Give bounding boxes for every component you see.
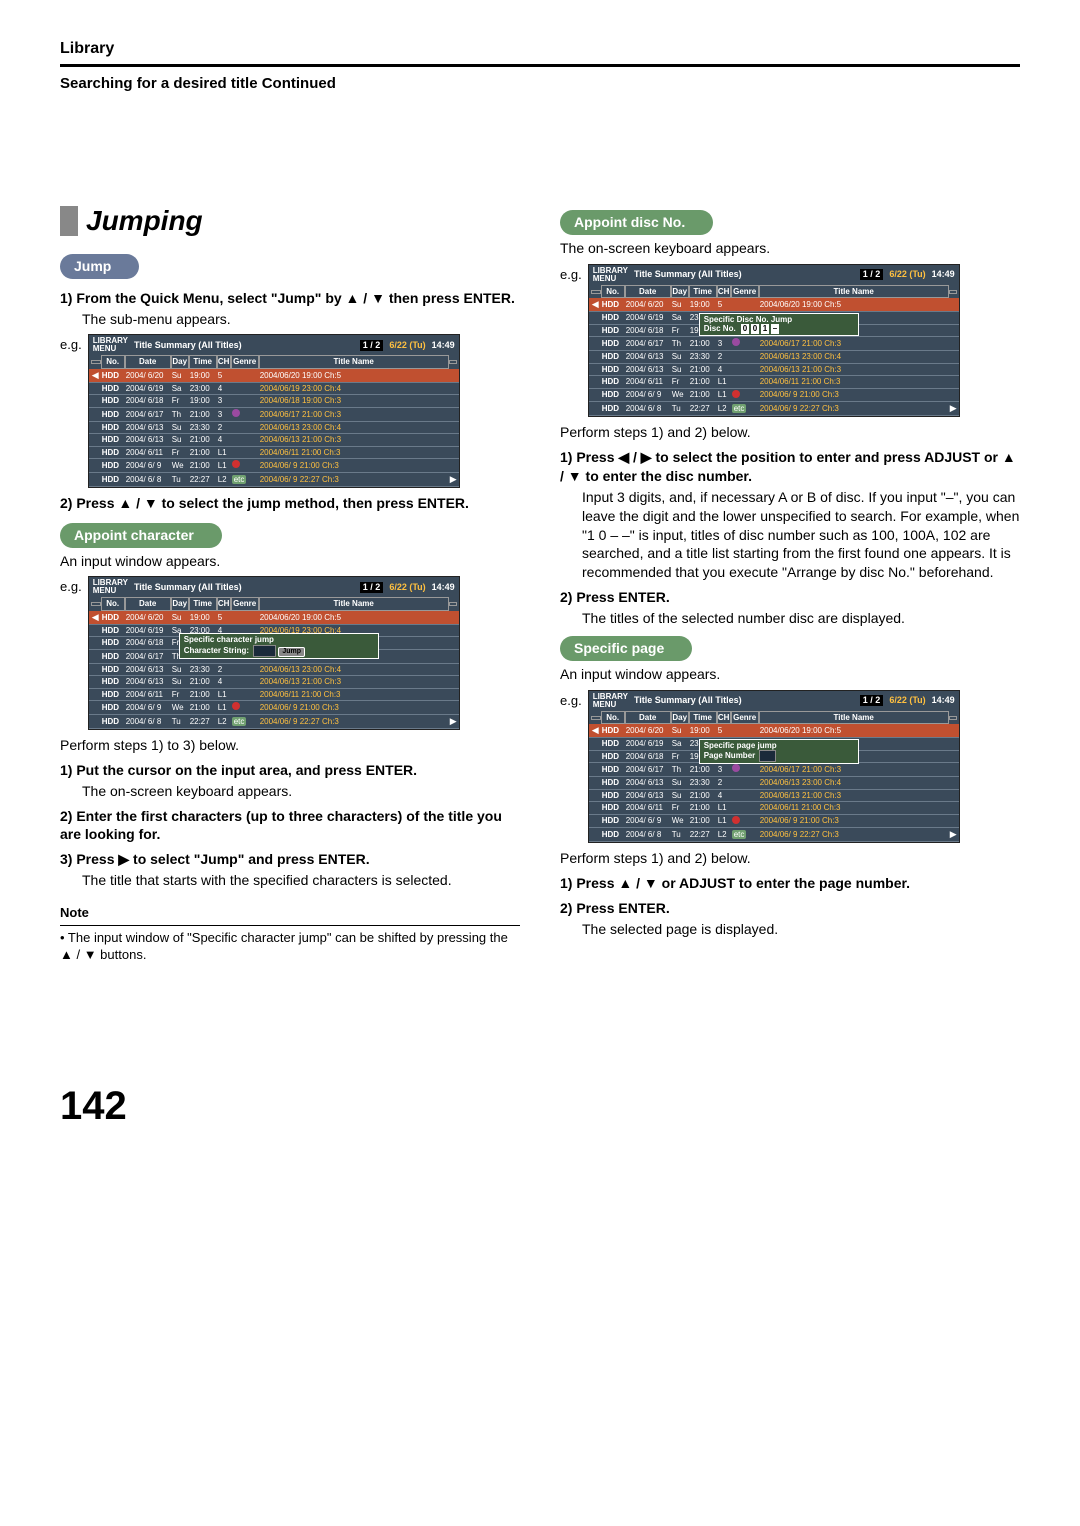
- note-title: Note: [60, 904, 520, 922]
- below2-s1b: Input 3 digits, and, if necessary A or B…: [582, 488, 1020, 582]
- section-mark: [60, 206, 78, 236]
- jump-pill: Jump: [60, 254, 139, 279]
- step-2: 2) Press ▲ / ▼ to select the jump method…: [60, 494, 520, 513]
- note-body: • The input window of "Specific characte…: [60, 929, 520, 964]
- eg-label: e.g.: [60, 334, 82, 354]
- below2-s1: 1) Press ◀ / ▶ to select the position to…: [560, 448, 1020, 486]
- section-title: Jumping: [86, 202, 203, 240]
- below1: Perform steps 1) to 3) below.: [60, 736, 520, 755]
- eg-label: e.g.: [60, 576, 82, 596]
- appoint-disc-pill: Appoint disc No.: [560, 210, 713, 235]
- mini-table-4: LIBRARYMENUTitle Summary (All Titles)1 /…: [588, 690, 960, 843]
- below3-s2: 2) Press ENTER.: [560, 899, 1020, 918]
- below2: Perform steps 1) and 2) below.: [560, 423, 1020, 442]
- eg-label: e.g.: [560, 690, 582, 710]
- eg-label: e.g.: [560, 264, 582, 284]
- appoint-character-pill: Appoint character: [60, 523, 222, 548]
- specific-page-pill: Specific page: [560, 636, 692, 661]
- below2-s2b: The titles of the selected number disc a…: [582, 609, 1020, 628]
- mini-table-1: LIBRARYMENUTitle Summary (All Titles)1 /…: [88, 334, 460, 487]
- disc-body: The on-screen keyboard appears.: [560, 239, 1020, 258]
- page-body: An input window appears.: [560, 665, 1020, 684]
- step-1-body: The sub-menu appears.: [82, 310, 520, 329]
- below1-s1: 1) Put the cursor on the input area, and…: [60, 761, 520, 780]
- left-column: Jumping Jump 1) From the Quick Menu, sel…: [60, 202, 520, 964]
- below3-s2b: The selected page is displayed.: [582, 920, 1020, 939]
- below1-s2: 2) Enter the first characters (up to thr…: [60, 807, 520, 845]
- right-column: Appoint disc No. The on-screen keyboard …: [560, 202, 1020, 964]
- below2-s2: 2) Press ENTER.: [560, 588, 1020, 607]
- header-rule: [60, 64, 1020, 67]
- page-subtitle: Searching for a desired title Continued: [60, 75, 1020, 92]
- char-body: An input window appears.: [60, 552, 520, 571]
- mini-table-2: LIBRARYMENUTitle Summary (All Titles)1 /…: [88, 576, 460, 729]
- page-section: Library: [60, 40, 1020, 58]
- below3: Perform steps 1) and 2) below.: [560, 849, 1020, 868]
- page-number: 142: [60, 1084, 1020, 1129]
- below1-s1b: The on-screen keyboard appears.: [82, 782, 520, 801]
- mini-table-3: LIBRARYMENUTitle Summary (All Titles)1 /…: [588, 264, 960, 417]
- below1-s3: 3) Press ▶ to select "Jump" and press EN…: [60, 850, 520, 869]
- below3-s1: 1) Press ▲ / ▼ or ADJUST to enter the pa…: [560, 874, 1020, 893]
- below1-s3b: The title that starts with the specified…: [82, 871, 520, 890]
- step-1: 1) From the Quick Menu, select "Jump" by…: [60, 289, 520, 308]
